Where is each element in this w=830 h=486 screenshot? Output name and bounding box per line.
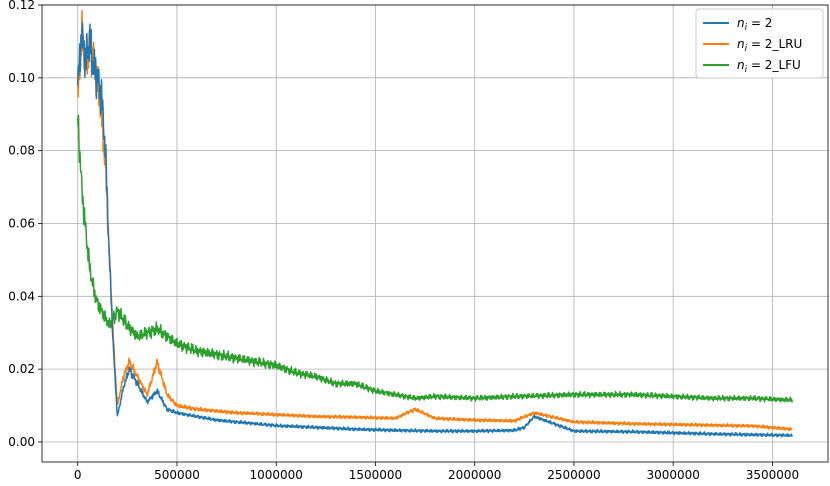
y-tick-label: 0.02 (8, 362, 35, 376)
legend-label: ni = 2_LRU (737, 37, 802, 54)
x-tick-label: 2500000 (547, 468, 600, 482)
y-tick-label: 0.00 (8, 435, 35, 449)
x-tick-label: 2000000 (448, 468, 501, 482)
series-line-1 (76, 9, 793, 432)
y-tick-label: 0.04 (8, 289, 35, 303)
x-tick-label: 500000 (154, 468, 200, 482)
series-line-2 (76, 114, 794, 403)
x-tick-label: 3000000 (646, 468, 699, 482)
y-tick-label: 0.12 (8, 0, 35, 12)
legend-label: ni = 2_LFU (737, 58, 801, 75)
x-tick-label: 0 (74, 468, 82, 482)
series-line-0 (76, 22, 793, 438)
y-tick-label: 0.08 (8, 144, 35, 158)
legend-box (695, 8, 824, 79)
y-axis: 0.00 0.02 0.04 0.06 0.08 0.10 0.12 (8, 0, 42, 449)
x-axis: 0 500000 1000000 1500000 2000000 2500000 30000… (74, 462, 799, 482)
y-tick-label: 0.10 (8, 71, 35, 85)
x-tick-label: 3500000 (746, 468, 799, 482)
x-tick-label: 1500000 (349, 468, 402, 482)
plot-frame (41, 4, 829, 463)
y-tick-label: 0.06 (8, 216, 35, 230)
x-tick-label: 1000000 (249, 468, 302, 482)
series-lines (76, 9, 794, 438)
legend-label: ni = 2 (737, 16, 772, 33)
